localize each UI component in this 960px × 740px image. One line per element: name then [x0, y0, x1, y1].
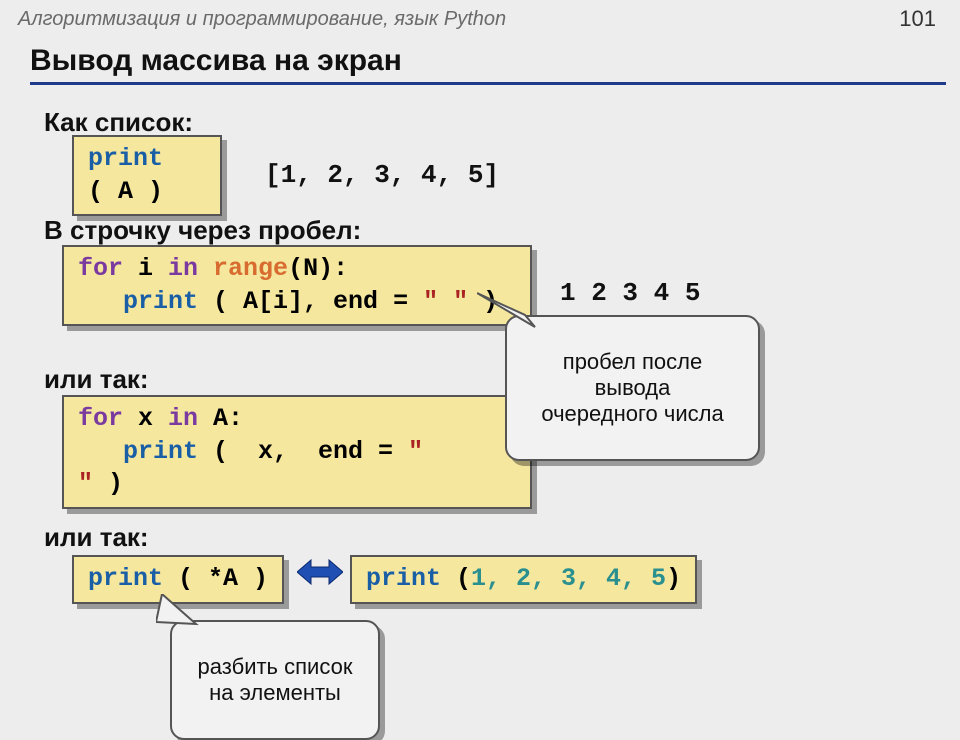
output-list: [1, 2, 3, 4, 5]	[265, 160, 499, 190]
course-name: Алгоритмизация и программирование, язык …	[18, 8, 506, 31]
callout-split-list: разбить список на элементы	[170, 620, 380, 740]
output-row-1: 1 2 3 4 5	[560, 278, 700, 308]
code-print-a: print ( A )	[72, 135, 222, 216]
callout-space-after: пробел после вывода очередного числа	[505, 315, 760, 461]
code-for-in-a: for x in A: print ( x, end = " " )	[62, 395, 532, 509]
double-arrow-icon	[297, 556, 343, 595]
header-band: Алгоритмизация и программирование, язык …	[0, 0, 960, 38]
code-for-range: for i in range(N): print ( A[i], end = "…	[62, 245, 532, 326]
label-inline: В строчку через пробел:	[44, 215, 361, 246]
label-ili-tak-1: или так:	[44, 364, 149, 395]
page-number: 101	[899, 6, 936, 32]
label-as-list: Как список:	[44, 107, 193, 138]
page-title: Вывод массива на экран	[30, 44, 946, 85]
code-print-expanded: print (1, 2, 3, 4, 5)	[350, 555, 697, 604]
label-ili-tak-2: или так:	[44, 522, 149, 553]
